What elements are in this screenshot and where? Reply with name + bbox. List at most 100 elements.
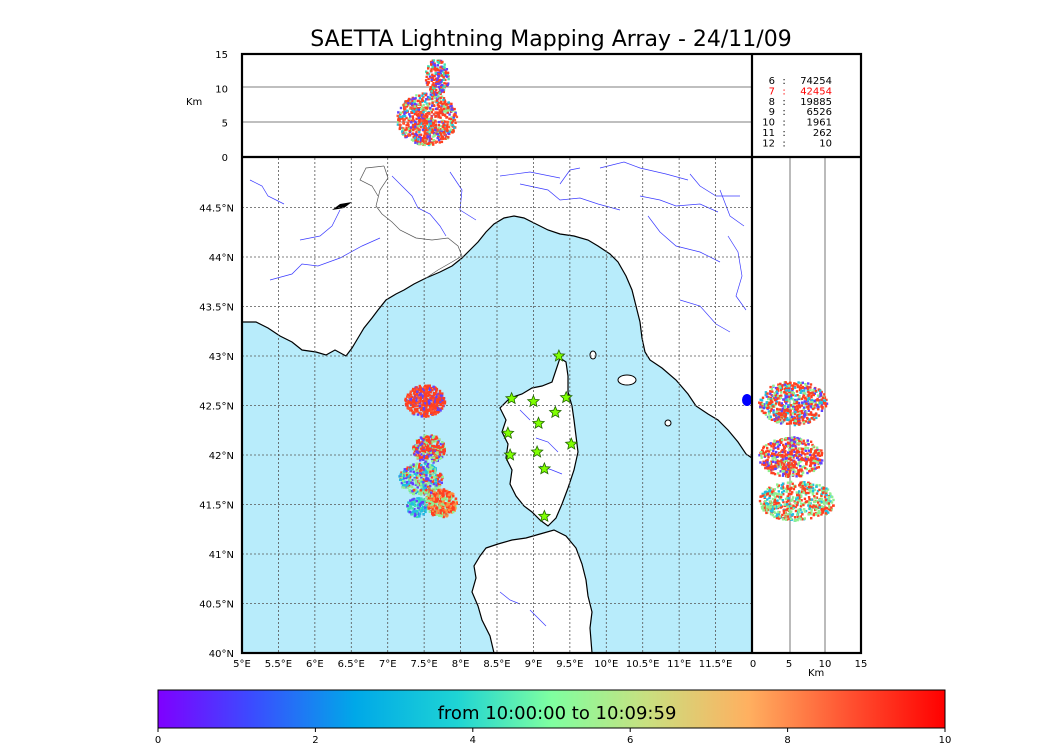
colorbar: from 10:00:00 to 10:09:59 0 2 4 6 8 10 [155,689,952,746]
side-tick-label: 5 [786,659,792,670]
count-value: 74254 [800,76,832,87]
station-star [530,444,544,458]
lon-tick-label: 11.5°E [699,659,733,670]
side-panel: 0 5 10 15 Km [742,158,867,679]
lat-tick-label: 41.5°N [199,501,234,512]
alt-tick-label: 15 [215,50,228,61]
count-station-number: 8 [769,97,775,108]
station-star [548,405,562,419]
panel-frames [240,52,863,655]
altitude-scatter [396,59,459,147]
station-star [503,447,517,461]
colorbar-tick-label: 0 [155,735,161,746]
lightning-sources-map [398,384,458,519]
lma-stations [501,348,578,523]
colorbar-gradient [157,689,946,729]
station-star [504,391,519,405]
count-value: 10 [819,138,832,149]
lat-tick-label: 44°N [209,253,234,264]
station-star [559,390,573,404]
lon-tick-label: 7.5°E [411,659,438,670]
count-separator: : [782,86,785,97]
map-graticule [242,158,752,653]
count-value: 6526 [807,107,832,118]
lon-tick-label: 8.5°E [483,659,510,670]
sardinia-island [471,529,593,653]
alt-tick-label: 10 [215,84,228,95]
lon-tick-label: 5°E [233,659,251,670]
lat-tick-label: 43.5°N [199,303,234,314]
colorbar-tick-label: 4 [470,735,476,746]
lon-tick-label: 6.5°E [338,659,365,670]
station-star [537,509,552,523]
count-value: 42454 [800,86,832,97]
colorbar-ticks: 0 2 4 6 8 10 [155,728,952,746]
lat-tick-label: 44.5°N [199,204,234,215]
count-station-number: 10 [762,118,775,129]
giglio-island [664,419,672,427]
lon-tick-label: 5.5°E [265,659,292,670]
count-station-number: 7 [769,86,775,97]
lon-tick-label: 9°E [525,659,543,670]
capraia-island [589,350,597,360]
colorbar-tick-label: 10 [939,735,952,746]
count-separator: : [782,97,785,108]
count-value: 1961 [807,118,832,129]
lat-tick-label: 43°N [209,352,234,363]
count-separator: : [782,138,785,149]
count-separator: : [782,118,785,129]
figure-title: SAETTA Lightning Mapping Array - 24/11/0… [310,27,791,52]
count-station-number: 12 [762,138,775,149]
station-star [552,348,566,362]
alt-tick-label: 5 [222,119,228,130]
count-station-number: 11 [762,128,775,139]
lon-tick-label: 10.5°E [626,659,660,670]
lat-tick-label: 42°N [209,451,234,462]
corsica-island [499,357,579,527]
lon-tick-label: 7°E [379,659,397,670]
station-marker-offmap [742,394,752,406]
map-tick-labels: 5°E 5.5°E 6°E 6.5°E 7°E 7.5°E 8°E 8.5°E 9°E 9.5°E… [199,204,732,671]
lake-geneva [332,202,352,210]
count-station-number: 9 [769,107,775,118]
count-station-number: 6 [769,76,775,87]
lon-tick-label: 6°E [306,659,324,670]
elba-island [617,374,637,386]
alt-ticks: 0 5 10 15 [215,50,228,164]
map-panel: 5°E 5.5°E 6°E 6.5°E 7°E 7.5°E 8°E 8.5°E 9°E 9.5°E… [199,158,752,670]
alt-tick-label: 0 [222,153,228,164]
side-tick-label: 15 [855,659,868,670]
lon-tick-label: 8°E [452,659,470,670]
side-tick-label: 10 [819,659,832,670]
station-counts-table: 6: 74254 7: 42454 8: 19885 9: 6526 10: 1961 11: 262… [762,76,832,149]
lon-tick-label: 11°E [667,659,691,670]
station-star [526,394,541,408]
lat-tick-label: 41°N [209,550,234,561]
station-star [564,437,578,450]
side-xlabel: Km [808,668,824,679]
count-value: 19885 [800,97,832,108]
count-separator: : [782,76,785,87]
lon-tick-label: 9.5°E [556,659,583,670]
station-star [537,461,552,475]
side-ticks: 0 5 10 15 [750,659,868,670]
station-star [501,426,515,439]
lat-tick-label: 40°N [209,649,234,660]
country-borders [359,165,463,279]
count-value: 262 [813,128,832,139]
alt-ylabel: Km [186,97,202,108]
lon-tick-label: 10°E [594,659,618,670]
lat-tick-label: 40.5°N [199,600,234,611]
count-separator: : [782,128,785,139]
colorbar-tick-label: 8 [784,735,790,746]
side-scatter [758,381,835,522]
altitude-panel: Km 0 5 10 15 [186,50,752,164]
colorbar-tick-label: 6 [627,735,633,746]
station-star [531,416,546,430]
side-tick-label: 0 [750,659,756,670]
colorbar-tick-label: 2 [312,735,318,746]
colorbar-label: from 10:00:00 to 10:09:59 [438,703,677,724]
lat-tick-label: 42.5°N [199,402,234,413]
count-separator: : [782,107,785,118]
